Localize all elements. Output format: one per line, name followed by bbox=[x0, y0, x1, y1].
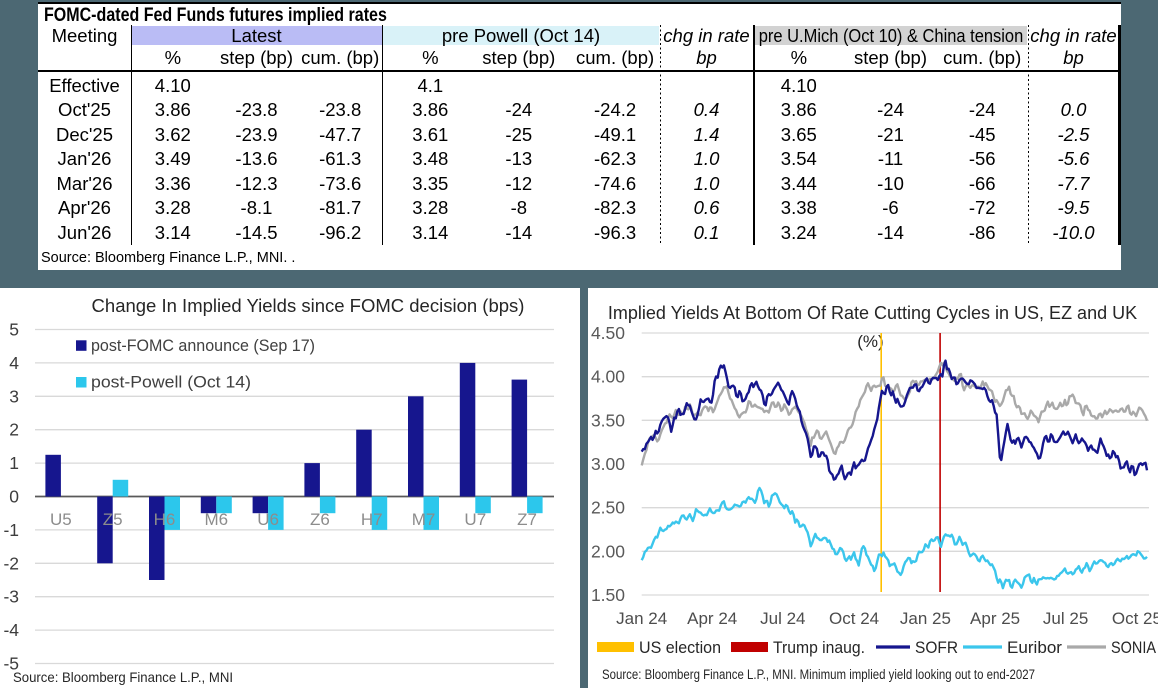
svg-text:5: 5 bbox=[9, 320, 19, 340]
svg-text:-2: -2 bbox=[3, 553, 19, 573]
svg-text:Oct 24: Oct 24 bbox=[829, 609, 879, 628]
svg-text:-3: -3 bbox=[3, 587, 19, 607]
svg-text:post-Powell (Oct 14): post-Powell (Oct 14) bbox=[91, 373, 251, 392]
svg-text:-4: -4 bbox=[3, 620, 19, 640]
svg-text:0: 0 bbox=[9, 487, 19, 507]
svg-text:3: 3 bbox=[9, 386, 19, 406]
svg-text:-5: -5 bbox=[3, 654, 19, 674]
svg-text:4.00: 4.00 bbox=[591, 367, 625, 387]
svg-text:Apr 25: Apr 25 bbox=[970, 609, 1020, 628]
svg-text:U5: U5 bbox=[50, 510, 72, 529]
svg-text:U6: U6 bbox=[257, 510, 279, 529]
svg-text:SONIA: SONIA bbox=[1111, 638, 1157, 657]
svg-text:2.00: 2.00 bbox=[591, 541, 625, 561]
svg-text:3.50: 3.50 bbox=[591, 410, 625, 430]
svg-text:2: 2 bbox=[9, 420, 19, 440]
svg-text:SOFR: SOFR bbox=[915, 638, 958, 657]
svg-text:US election: US election bbox=[639, 638, 721, 657]
svg-text:4: 4 bbox=[9, 353, 19, 373]
svg-text:Euribor: Euribor bbox=[1007, 638, 1062, 657]
svg-text:3.00: 3.00 bbox=[591, 454, 625, 474]
svg-text:Z5: Z5 bbox=[103, 510, 123, 529]
svg-text:Jan 25: Jan 25 bbox=[900, 609, 951, 628]
svg-text:Trump inaug.: Trump inaug. bbox=[773, 638, 865, 657]
svg-text:2.50: 2.50 bbox=[591, 498, 625, 518]
svg-text:M6: M6 bbox=[204, 510, 228, 529]
svg-text:Change In Implied Yields since: Change In Implied Yields since FOMC deci… bbox=[92, 295, 525, 316]
svg-text:-1: -1 bbox=[3, 520, 19, 540]
svg-text:H6: H6 bbox=[154, 510, 176, 529]
svg-text:Jul 25: Jul 25 bbox=[1043, 609, 1088, 628]
svg-text:1: 1 bbox=[9, 453, 19, 473]
svg-text:Apr 24: Apr 24 bbox=[687, 609, 737, 628]
svg-text:Source: Bloomberg Finance L.P.: Source: Bloomberg Finance L.P., MNI. Min… bbox=[602, 667, 1035, 682]
svg-text:M7: M7 bbox=[412, 510, 436, 529]
svg-text:H7: H7 bbox=[361, 510, 383, 529]
svg-text:4.50: 4.50 bbox=[591, 323, 625, 343]
svg-text:Z6: Z6 bbox=[310, 510, 330, 529]
svg-text:Jan 24: Jan 24 bbox=[616, 609, 667, 628]
svg-text:Z7: Z7 bbox=[517, 510, 537, 529]
svg-text:Source: Bloomberg Finance L.P.: Source: Bloomberg Finance L.P., MNI bbox=[13, 669, 233, 685]
svg-text:1.50: 1.50 bbox=[591, 585, 625, 605]
svg-text:Implied Yields At Bottom Of Ra: Implied Yields At Bottom Of Rate Cutting… bbox=[608, 303, 1137, 323]
svg-text:Jul 24: Jul 24 bbox=[760, 609, 805, 628]
svg-text:(%): (%) bbox=[857, 332, 883, 351]
svg-text:Oct 25: Oct 25 bbox=[1112, 609, 1158, 628]
svg-text:U7: U7 bbox=[464, 510, 486, 529]
svg-text:post-FOMC announce (Sep 17): post-FOMC announce (Sep 17) bbox=[91, 336, 315, 355]
